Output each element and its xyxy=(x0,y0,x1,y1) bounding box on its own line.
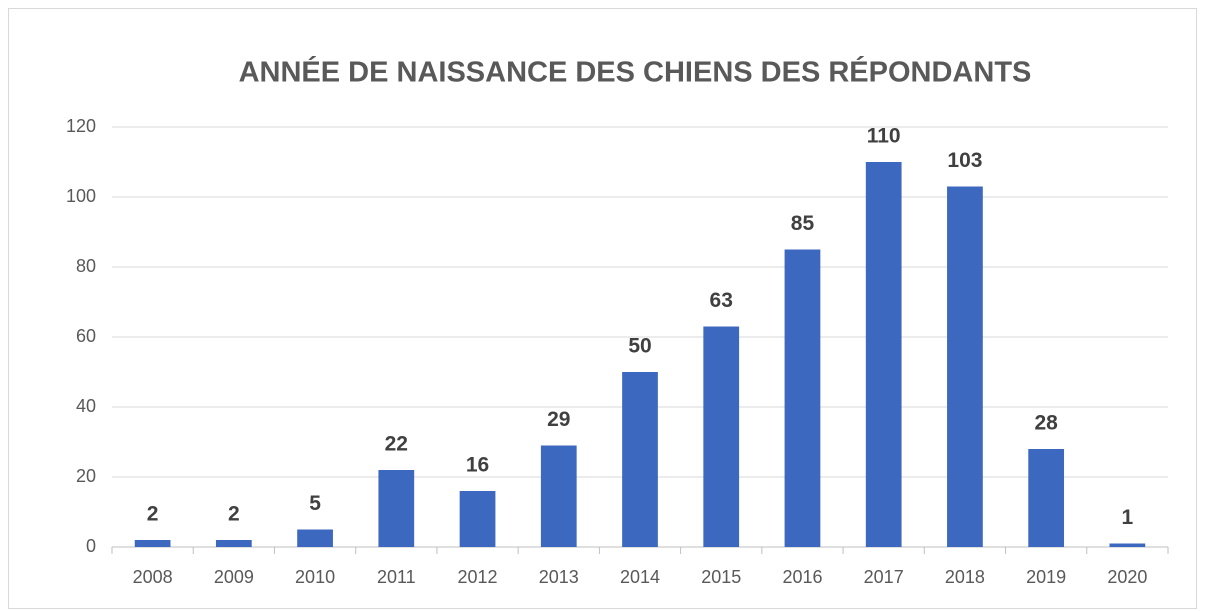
chart-border xyxy=(8,8,1197,609)
bar xyxy=(134,540,171,547)
bar xyxy=(1028,449,1065,547)
data-label: 5 xyxy=(309,492,321,515)
bar xyxy=(297,529,333,547)
x-tick-label: 2011 xyxy=(377,567,416,587)
bar xyxy=(1109,543,1146,547)
bar xyxy=(865,162,902,547)
x-tick-label: 2012 xyxy=(458,567,498,587)
x-tick-label: 2017 xyxy=(864,567,904,587)
bar xyxy=(215,540,252,547)
data-label: 1 xyxy=(1122,506,1134,529)
data-label: 103 xyxy=(947,149,982,172)
x-tick-label: 2019 xyxy=(1026,567,1066,587)
y-tick-label: 100 xyxy=(66,186,96,206)
bar xyxy=(947,186,983,547)
bar xyxy=(784,249,821,547)
bar xyxy=(622,372,658,547)
x-tick-label: 2010 xyxy=(295,567,335,587)
y-tick-label: 60 xyxy=(76,326,96,346)
y-tick-label: 80 xyxy=(76,256,96,276)
x-tick-label: 2008 xyxy=(133,567,173,587)
y-tick-label: 120 xyxy=(66,116,96,136)
data-label: 110 xyxy=(867,125,901,148)
y-tick-label: 0 xyxy=(86,536,96,556)
x-tick-label: 2013 xyxy=(539,567,579,587)
bar xyxy=(540,445,577,547)
data-label: 2 xyxy=(147,503,159,526)
x-tick-label: 2009 xyxy=(214,567,254,587)
data-label: 2 xyxy=(228,503,240,526)
data-label: 16 xyxy=(466,454,489,477)
x-tick-label: 2018 xyxy=(945,567,985,587)
y-tick-label: 20 xyxy=(76,466,96,486)
x-tick-label: 2015 xyxy=(701,567,741,587)
x-tick-label: 2016 xyxy=(782,567,822,587)
data-label: 22 xyxy=(385,433,408,456)
x-tick-label: 2020 xyxy=(1107,567,1147,587)
bar xyxy=(459,491,496,547)
data-label: 50 xyxy=(628,335,651,358)
bar xyxy=(703,326,740,547)
y-tick-label: 40 xyxy=(76,396,96,416)
bar xyxy=(378,470,415,547)
data-label: 29 xyxy=(547,408,570,431)
x-tick-label: 2014 xyxy=(620,567,660,587)
chart-title: ANNÉE DE NAISSANCE DES CHIENS DES RÉPOND… xyxy=(239,55,1032,89)
data-label: 85 xyxy=(791,212,815,235)
data-label: 63 xyxy=(710,289,733,312)
data-label: 28 xyxy=(1034,412,1058,435)
